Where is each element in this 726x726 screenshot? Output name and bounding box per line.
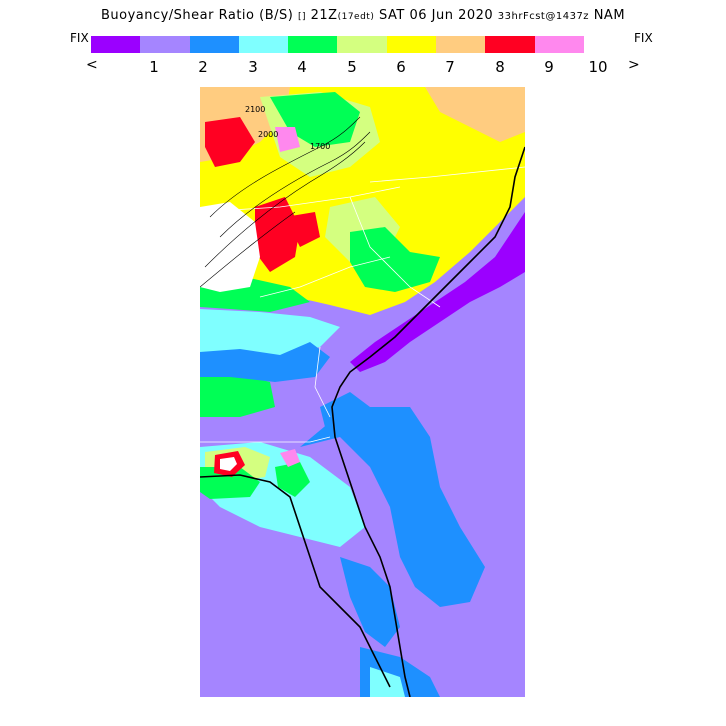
field-green-fl-2 [275, 462, 310, 497]
field-blue-mid [200, 342, 330, 382]
gulf-coast [200, 474, 391, 688]
chart-title: Buoyancy/Shear Ratio (B/S) [] 21Z(17edt)… [0, 8, 726, 23]
color-scale [91, 36, 584, 53]
color-swatch [386, 36, 437, 53]
color-swatch [91, 36, 141, 53]
valid-date: SAT 06 Jun 2020 [379, 8, 494, 23]
color-swatch [534, 36, 584, 53]
fix-right-button[interactable]: FIX [634, 31, 653, 45]
tick-label: 2 [198, 58, 208, 76]
tick-label: 9 [544, 58, 554, 76]
coastline [331, 146, 525, 697]
field-red-cell [214, 451, 245, 477]
field-red-3 [285, 212, 320, 247]
color-swatch [238, 36, 289, 53]
color-swatch [485, 36, 535, 53]
field-red-2 [255, 197, 300, 272]
tick-label: 4 [297, 58, 307, 76]
color-swatch [337, 36, 387, 53]
tick-label: 6 [396, 58, 406, 76]
field-blue-peninsula [340, 557, 400, 647]
color-swatch [288, 36, 338, 53]
contour-lines [200, 116, 371, 288]
field-pink-cell [280, 449, 300, 467]
color-swatch [189, 36, 239, 53]
field-red [205, 117, 255, 167]
forecast-map: 2100 2000 1700 [200, 87, 525, 697]
fix-left-button[interactable]: FIX [70, 31, 89, 45]
contour-label: 2000 [258, 130, 278, 139]
forecast-info: 33hrFcst@1437z [497, 11, 590, 22]
contour-label: 1700 [310, 142, 330, 151]
field-blue-south [300, 407, 485, 607]
field-white-terrain [200, 202, 260, 292]
tick-label: 10 [588, 58, 608, 76]
field-green-fl [200, 467, 260, 499]
field-orange-ne [425, 87, 525, 142]
title-separator: [] [297, 12, 306, 22]
field-purple-offshore [350, 212, 525, 372]
field-green-mid [350, 227, 440, 292]
field-green-band [200, 372, 275, 417]
color-swatch [140, 36, 190, 53]
tick-label: 7 [445, 58, 455, 76]
tick-label: 8 [495, 58, 505, 76]
contour-label: 2100 [245, 105, 265, 114]
color-swatch [436, 36, 486, 53]
state-boundaries [200, 166, 525, 443]
tick-label: 5 [347, 58, 357, 76]
next-arrow[interactable]: > [628, 57, 640, 73]
model-name: NAM [593, 8, 626, 23]
tick-label: 3 [248, 58, 258, 76]
valid-time: 21Z [310, 8, 338, 23]
previous-arrow[interactable]: < [86, 57, 98, 73]
valid-local-time: (17edt) [337, 12, 375, 22]
tick-label: 1 [149, 58, 159, 76]
scale-ticks: 1 2 3 4 5 6 7 8 9 10 [0, 58, 726, 76]
field-pink [275, 127, 300, 152]
title-main: Buoyancy/Shear Ratio (B/S) [100, 8, 294, 23]
